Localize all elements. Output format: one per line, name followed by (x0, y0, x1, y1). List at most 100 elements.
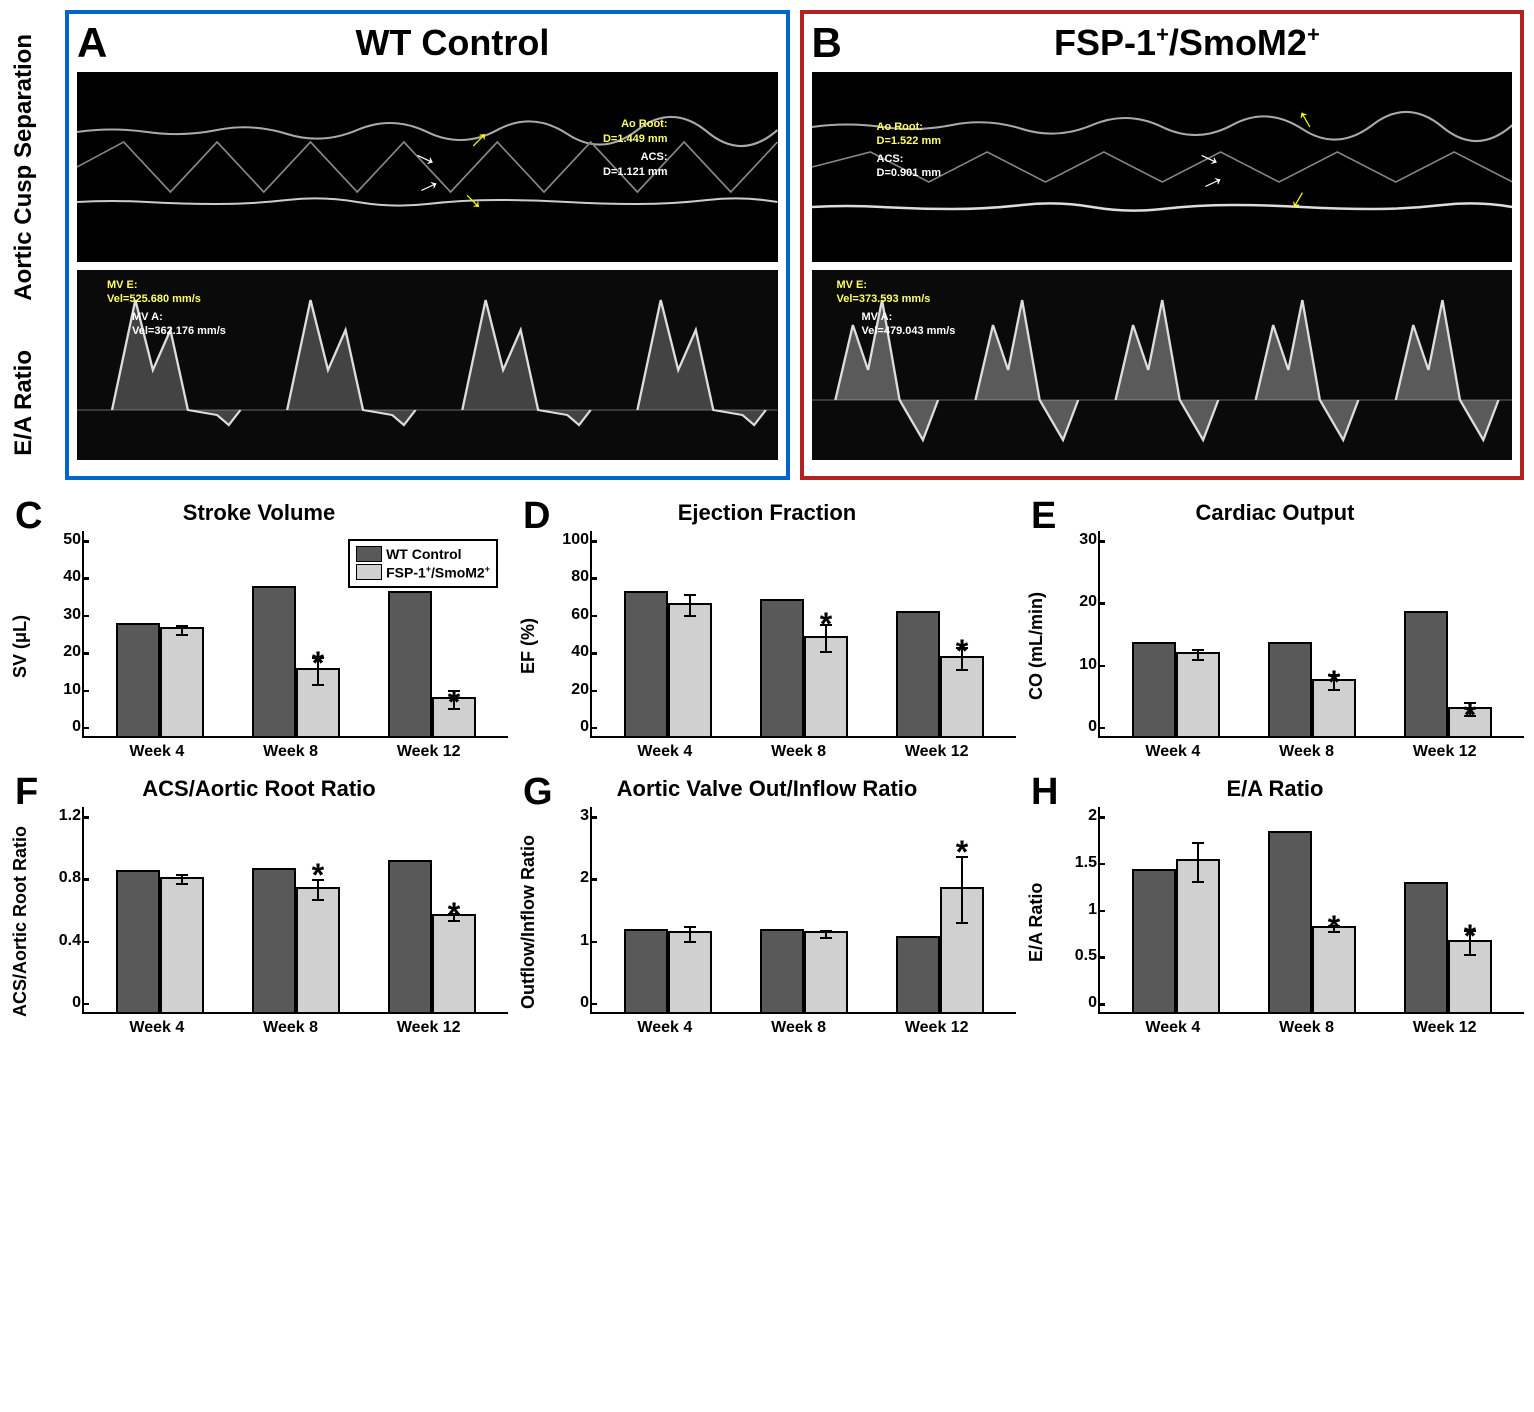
y-tick: 50 (36, 531, 81, 549)
y-tick: 10 (36, 681, 81, 699)
panel-a-ea-image: MV E: Vel=525.680 mm/s MV A: Vel=362.176… (77, 270, 778, 460)
bar-group: * (388, 531, 476, 736)
wt-bar (1132, 869, 1176, 1012)
chart-F-plot: 1.20.80.40** (82, 807, 508, 1014)
chart-C-ylabel: SV (μL) (10, 531, 31, 761)
y-tick: 80 (544, 568, 589, 586)
panel-b-acs-image: Ao Root: D=1.522 mm ACS: D=0.901 mm → → … (812, 72, 1513, 262)
fsp-bar: * (940, 887, 984, 1012)
y-tick: 0.5 (1052, 947, 1097, 965)
y-tick: 1 (1052, 901, 1097, 919)
chart-F-ylabel: ACS/Aortic Root Ratio (10, 807, 31, 1037)
fsp-bar: * (1312, 926, 1356, 1012)
x-label: Week 4 (1145, 1019, 1200, 1037)
bar-group: * (1268, 531, 1356, 736)
fsp-bar (668, 603, 712, 736)
chart-G-ylabel: Outflow/Inflow Ratio (518, 807, 539, 1037)
chart-G-plot: 3210* (590, 807, 1016, 1014)
a-mve-label: MV E: (107, 278, 138, 292)
bar-group (760, 807, 848, 1012)
y-tick: 30 (1052, 531, 1097, 549)
panel-a-letter: A (77, 19, 107, 67)
wt-bar (1404, 611, 1448, 736)
chart-E-title: Cardiac Output (1026, 500, 1524, 526)
significance-star: * (1464, 697, 1476, 734)
b-mva-value: Vel=479.043 mm/s (862, 324, 956, 338)
chart-D-ylabel: EF (%) (518, 531, 539, 761)
a-acs-label: ACS: (641, 150, 668, 164)
significance-star: * (1464, 918, 1476, 955)
significance-star: * (1328, 664, 1340, 701)
bar-group: * (1404, 531, 1492, 736)
side-label-acs: Aortic Cusp Separation (10, 34, 50, 301)
fsp-bar: * (1312, 679, 1356, 736)
y-tick: 0 (36, 718, 81, 736)
wt-bar (116, 623, 160, 736)
wt-bar (1404, 882, 1448, 1012)
x-label: Week 8 (771, 743, 826, 761)
wt-bar (896, 611, 940, 736)
fsp-bar: * (1448, 940, 1492, 1012)
y-tick: 0 (1052, 718, 1097, 736)
x-label: Week 8 (771, 1019, 826, 1037)
wt-bar (624, 591, 668, 737)
a-mva-label: MV A: (132, 310, 163, 324)
bar-group: * (760, 531, 848, 736)
b-acs-value: D=0.901 mm (877, 166, 942, 180)
wt-bar (1132, 642, 1176, 736)
wt-bar (1268, 831, 1312, 1012)
y-tick: 2 (544, 869, 589, 887)
bar-group (116, 531, 204, 736)
b-mve-value: Vel=373.593 mm/s (837, 292, 931, 306)
fsp-bar (804, 931, 848, 1012)
panel-b-letter: B (812, 19, 842, 67)
a-ao-root-value: D=1.449 mm (603, 132, 668, 146)
y-tick: 0 (1052, 994, 1097, 1012)
bar-group (624, 807, 712, 1012)
y-tick: 20 (36, 643, 81, 661)
chart-H-title: E/A Ratio (1026, 776, 1524, 802)
bar-group: * (252, 807, 340, 1012)
bar-group (624, 531, 712, 736)
fsp-bar (668, 931, 712, 1012)
wt-bar (388, 591, 432, 737)
significance-star: * (448, 896, 460, 933)
significance-star: * (956, 834, 968, 871)
wt-bar (624, 929, 668, 1012)
chart-E-plot: 3020100** (1098, 531, 1524, 738)
x-label: Week 4 (637, 743, 692, 761)
b-ao-root-value: D=1.522 mm (877, 134, 942, 148)
wt-bar (252, 586, 296, 736)
y-tick: 1.5 (1052, 854, 1097, 872)
y-tick: 3 (544, 807, 589, 825)
y-tick: 20 (544, 681, 589, 699)
side-labels: Aortic Cusp Separation E/A Ratio (10, 10, 50, 480)
wt-bar (1268, 642, 1312, 736)
x-label: Week 8 (263, 743, 318, 761)
chart-e: ECardiac OutputCO (mL/min)3020100**Week … (1026, 500, 1524, 761)
significance-star: * (1328, 909, 1340, 946)
y-tick: 10 (1052, 656, 1097, 674)
wt-bar (760, 929, 804, 1012)
y-tick: 0.8 (36, 869, 81, 887)
panel-b-title: FSP-1+/SmoM2+ (862, 22, 1512, 64)
x-label: Week 12 (397, 1019, 461, 1037)
fsp-bar (1176, 859, 1220, 1012)
panel-b-ea-image: MV E: Vel=373.593 mm/s MV A: Vel=479.043… (812, 270, 1513, 460)
fsp-bar: * (296, 887, 340, 1012)
a-acs-value: D=1.121 mm (603, 165, 668, 179)
chart-c: CStroke VolumeSV (μL)50403020100 WT Cont… (10, 500, 508, 761)
x-label: Week 8 (1279, 1019, 1334, 1037)
fsp-bar: * (432, 697, 476, 736)
chart-C-title: Stroke Volume (10, 500, 508, 526)
y-tick: 1 (544, 932, 589, 950)
x-label: Week 8 (1279, 743, 1334, 761)
b-mva-label: MV A: (862, 310, 893, 324)
chart-D-title: Ejection Fraction (518, 500, 1016, 526)
y-tick: 1.2 (36, 807, 81, 825)
a-mve-value: Vel=525.680 mm/s (107, 292, 201, 306)
bar-group: * (252, 531, 340, 736)
y-tick: 0 (36, 994, 81, 1012)
x-label: Week 12 (905, 743, 969, 761)
y-tick: 40 (544, 643, 589, 661)
